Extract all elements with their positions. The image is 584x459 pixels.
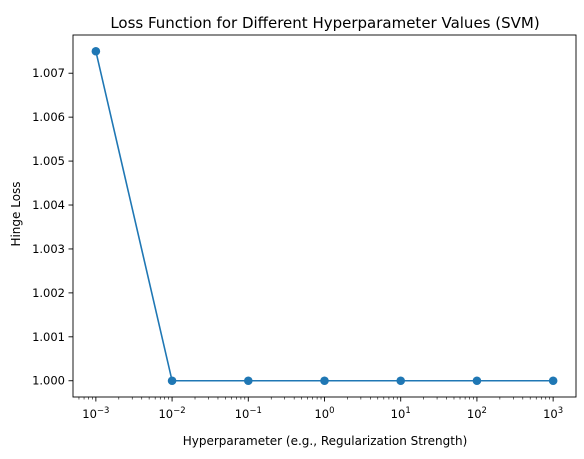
x-tick-label: 10−3 <box>82 406 109 421</box>
x-tick-label: 10−2 <box>158 406 185 421</box>
y-tick-label: 1.004 <box>32 198 65 212</box>
y-tick-label: 1.002 <box>32 286 65 300</box>
x-axis-label: Hyperparameter (e.g., Regularization Str… <box>183 434 468 448</box>
x-tick-label: 10−1 <box>235 406 262 421</box>
y-tick-label: 1.007 <box>32 66 65 80</box>
x-tick-label: 101 <box>391 406 411 421</box>
x-axis: 10−3 10−2 10−1 100 101 102 103 <box>78 397 563 421</box>
x-tick-label: 102 <box>467 406 487 421</box>
data-point <box>167 376 177 386</box>
y-axis-label: Hinge Loss <box>9 181 23 246</box>
y-tick-label: 1.006 <box>32 110 65 124</box>
x-tick-label: 100 <box>314 406 334 421</box>
data-point <box>243 376 253 386</box>
data-point <box>548 376 558 386</box>
x-tick-label: 103 <box>543 406 563 421</box>
chart-title: Loss Function for Different Hyperparamet… <box>110 14 539 32</box>
y-axis: 1.000 1.001 1.002 1.003 1.004 1.005 1.006 1.007 <box>32 66 73 388</box>
data-point <box>472 376 482 386</box>
y-tick-label: 1.000 <box>32 374 65 388</box>
data-point <box>396 376 406 386</box>
data-point <box>91 46 101 56</box>
y-tick-label: 1.003 <box>32 242 65 256</box>
y-tick-label: 1.005 <box>32 154 65 168</box>
y-tick-label: 1.001 <box>32 330 65 344</box>
data-point <box>320 376 329 386</box>
